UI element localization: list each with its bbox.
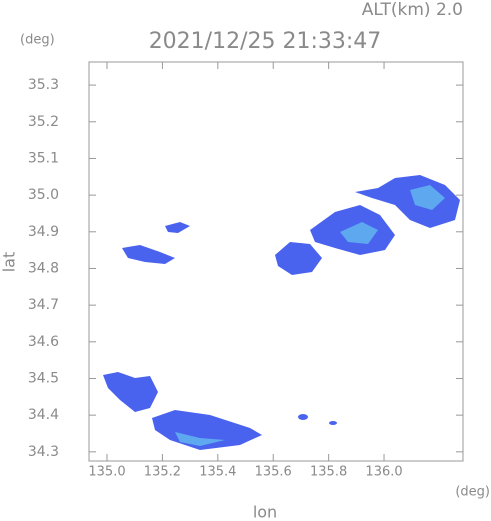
x-axis-label: lon	[253, 503, 277, 521]
x-tick-label: 135.8	[310, 465, 347, 480]
x-unit: (deg)	[455, 485, 490, 500]
y-tick-label: 34.9	[28, 224, 59, 240]
y-unit: (deg)	[20, 33, 55, 48]
x-tick-label: 135.6	[255, 465, 292, 480]
echo	[103, 372, 158, 412]
echo-core	[175, 432, 225, 446]
y-tick-label: 34.4	[28, 407, 59, 423]
y-tick-label: 35.3	[28, 77, 59, 93]
echo	[122, 245, 175, 264]
y-tick-label: 34.7	[28, 297, 59, 313]
y-tick-label: 34.6	[28, 334, 59, 350]
y-tick-label: 35.1	[28, 150, 59, 166]
echo	[275, 242, 322, 275]
echo-core	[410, 185, 445, 210]
x-tick-label: 136.0	[365, 465, 402, 480]
echo	[165, 222, 190, 233]
x-tick-label: 135.4	[199, 465, 236, 480]
x-tick-label: 135.0	[88, 465, 125, 480]
y-tick-label: 34.3	[28, 444, 59, 460]
plot-frame	[88, 61, 464, 462]
x-tick-label: 135.2	[144, 465, 181, 480]
echo-core	[340, 222, 378, 244]
y-tick-label: 35.2	[28, 114, 59, 130]
y-tick-label: 35.0	[28, 187, 59, 203]
altitude: ALT(km) 2.0	[362, 0, 463, 20]
y-axis-label: lat	[0, 252, 19, 273]
echo	[298, 414, 308, 420]
echo	[329, 421, 337, 425]
y-tick-label: 34.5	[28, 370, 59, 386]
chart-title: 2021/12/25 21:33:47	[149, 29, 382, 54]
radar-echoes	[103, 175, 460, 450]
y-tick-label: 34.8	[28, 260, 59, 276]
